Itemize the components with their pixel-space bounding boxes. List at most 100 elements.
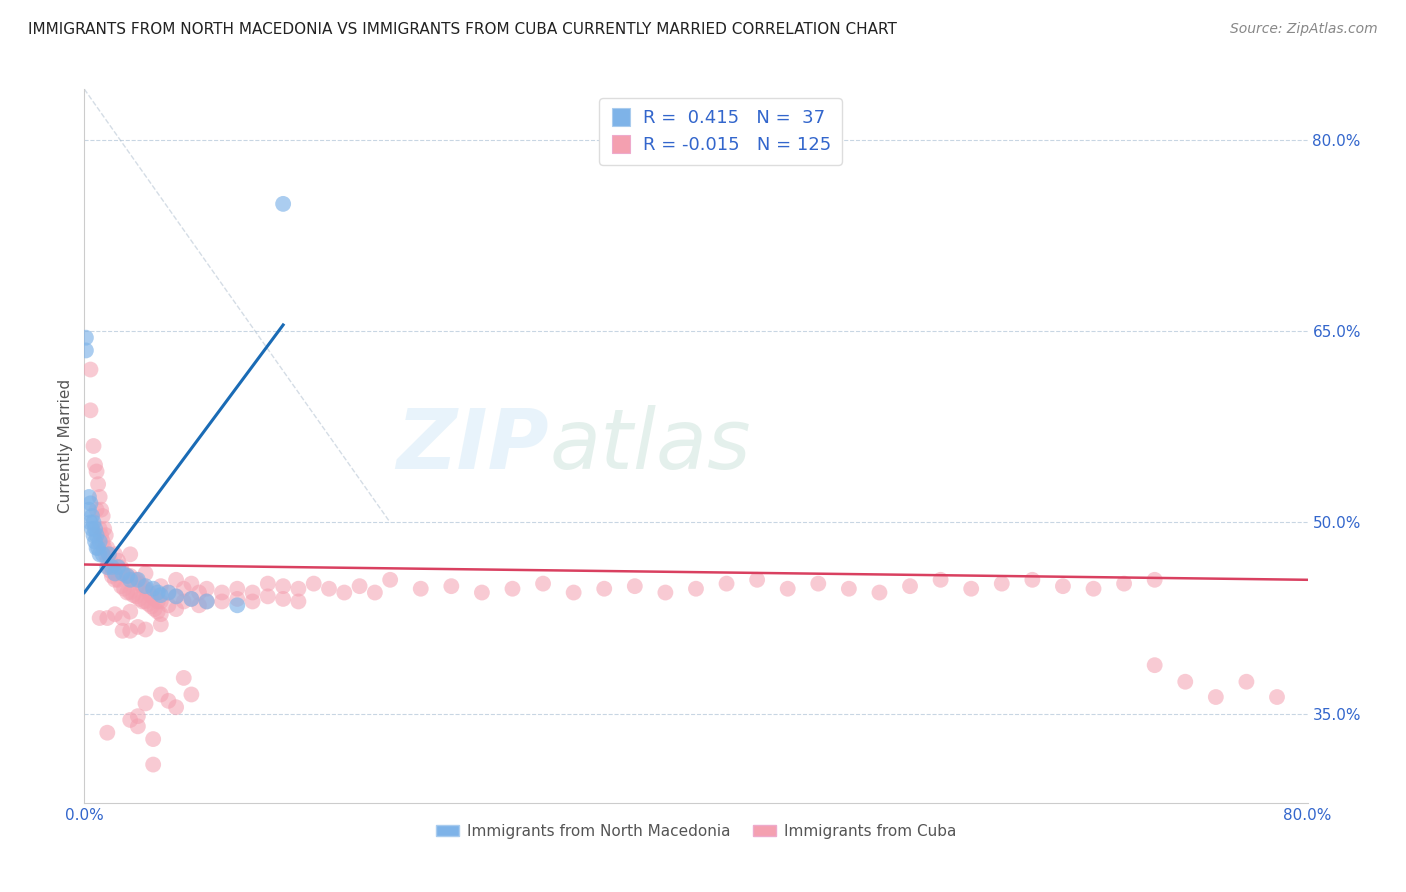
Point: [101, 569, 124, 583]
Point: [991, 576, 1014, 591]
Point: [96, 541, 118, 555]
Point: [149, 688, 172, 702]
Point: [271, 579, 294, 593]
Point: [110, 579, 132, 593]
Point: [83, 439, 105, 453]
Point: [188, 599, 211, 613]
Point: [115, 569, 138, 583]
Point: [110, 560, 132, 574]
Point: [93, 522, 115, 536]
Point: [120, 624, 142, 638]
Point: [654, 585, 676, 599]
Point: [128, 591, 150, 606]
Point: [838, 582, 860, 596]
Point: [165, 573, 187, 587]
Point: [149, 594, 172, 608]
Point: [101, 560, 124, 574]
Point: [135, 566, 157, 581]
Point: [84, 534, 107, 549]
Point: [226, 582, 249, 596]
Point: [120, 547, 142, 561]
Point: [128, 576, 150, 591]
Point: [91, 547, 114, 561]
Point: [86, 541, 108, 555]
Point: [1083, 582, 1105, 596]
Point: [157, 694, 180, 708]
Point: [120, 573, 142, 587]
Point: [122, 588, 145, 602]
Point: [1265, 690, 1288, 704]
Point: [96, 611, 118, 625]
Point: [685, 582, 707, 596]
Point: [98, 554, 121, 568]
Point: [1021, 573, 1043, 587]
Point: [716, 576, 738, 591]
Point: [111, 611, 134, 625]
Point: [531, 576, 554, 591]
Point: [747, 573, 769, 587]
Point: [127, 573, 149, 587]
Point: [96, 725, 118, 739]
Point: [77, 490, 100, 504]
Point: [87, 477, 110, 491]
Point: [1052, 579, 1074, 593]
Point: [98, 564, 121, 578]
Point: [91, 509, 114, 524]
Point: [83, 516, 105, 530]
Point: [79, 496, 101, 510]
Point: [107, 554, 129, 568]
Point: [165, 590, 187, 604]
Point: [143, 591, 166, 606]
Point: [1143, 658, 1166, 673]
Point: [93, 541, 115, 555]
Point: [112, 582, 135, 596]
Point: [188, 585, 211, 599]
Point: [349, 579, 371, 593]
Point: [157, 599, 180, 613]
Point: [97, 547, 120, 561]
Point: [173, 582, 195, 596]
Point: [149, 588, 172, 602]
Point: [471, 585, 494, 599]
Text: atlas: atlas: [550, 406, 751, 486]
Point: [1174, 674, 1197, 689]
Point: [75, 331, 97, 345]
Point: [257, 590, 280, 604]
Point: [101, 560, 124, 574]
Point: [115, 569, 138, 583]
Point: [96, 560, 118, 574]
Point: [84, 458, 107, 472]
Point: [89, 547, 111, 561]
Point: [141, 599, 163, 614]
Point: [302, 576, 325, 591]
Point: [107, 560, 129, 574]
Point: [287, 594, 309, 608]
Point: [94, 547, 117, 561]
Point: [75, 343, 97, 358]
Point: [86, 465, 108, 479]
Point: [440, 579, 463, 593]
Point: [593, 582, 616, 596]
Point: [143, 602, 166, 616]
Point: [271, 591, 294, 606]
Point: [135, 582, 157, 596]
Point: [127, 620, 149, 634]
Point: [149, 617, 172, 632]
Point: [287, 582, 309, 596]
Point: [97, 547, 120, 561]
Point: [149, 579, 172, 593]
Point: [226, 591, 249, 606]
Point: [89, 490, 111, 504]
Point: [173, 671, 195, 685]
Point: [211, 585, 233, 599]
Point: [776, 582, 799, 596]
Point: [127, 709, 149, 723]
Point: [142, 757, 165, 772]
Point: [104, 573, 127, 587]
Point: [120, 585, 142, 599]
Point: [333, 585, 356, 599]
Point: [90, 528, 112, 542]
Point: [79, 362, 101, 376]
Point: [180, 576, 202, 591]
Point: [142, 582, 165, 596]
